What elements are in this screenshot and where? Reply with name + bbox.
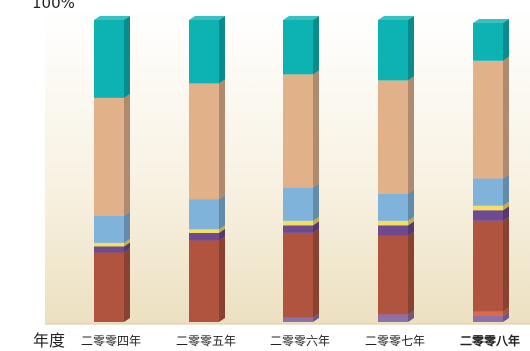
bar-segment-side [408, 231, 414, 315]
bar-segment-side [408, 221, 414, 236]
bar-segment [283, 220, 313, 226]
bar-stack [378, 16, 414, 322]
x-tick-label: 二零零八年 [460, 333, 520, 348]
bar-segment-side [408, 216, 414, 226]
bar-segment [283, 74, 313, 188]
bar-top-cap [283, 16, 319, 20]
bar-segment [189, 240, 219, 322]
bar-segment [283, 232, 313, 318]
bar-segment [94, 242, 124, 247]
x-tick-label: 二零零六年 [270, 334, 330, 348]
x-tick-label: 二零零五年 [176, 334, 236, 348]
bar-segment [473, 210, 503, 221]
bar-segment-side [219, 195, 225, 230]
bar-segment [189, 232, 219, 241]
bar-segment-side [503, 19, 509, 61]
bar-segment-side [219, 228, 225, 241]
bar-segment [378, 225, 408, 236]
bar-segment-side [313, 183, 319, 221]
bar-segment [94, 20, 124, 98]
bar-segment [283, 187, 313, 221]
bar-stack [94, 16, 130, 322]
bar-segment-side [219, 79, 225, 200]
bar-segment-side [503, 311, 509, 322]
bar-segment [189, 199, 219, 230]
y-axis-max-label: 100% [32, 0, 75, 12]
bar-segment [473, 205, 503, 211]
bar-segment [378, 220, 408, 226]
bar-stack [473, 19, 509, 322]
bar-segment-side [124, 242, 130, 253]
bar-segment-side [503, 216, 509, 312]
bar-segment [378, 80, 408, 194]
x-axis-title: 年度 [33, 331, 65, 350]
bar-segment-side [503, 174, 509, 206]
bar-segment-side [124, 238, 130, 247]
bar-segment-side [124, 93, 130, 216]
x-tick-label: 二零零四年 [81, 334, 141, 348]
bar-segment [378, 193, 408, 221]
bar-segment-side [219, 16, 225, 84]
bar-segment-side [313, 16, 319, 75]
bar-segment [189, 83, 219, 200]
bar-segment-side [503, 56, 509, 179]
bar-segment [473, 315, 503, 322]
bar-segment [473, 23, 503, 61]
bar-segment-side [408, 16, 414, 81]
bar-segment-side [503, 201, 509, 211]
bar-segment-side [124, 16, 130, 98]
bar-top-cap [189, 16, 225, 20]
bar-top-cap [94, 16, 130, 20]
bar-segment-side [408, 189, 414, 221]
bar-segment-side [313, 313, 319, 322]
bar-segment [189, 229, 219, 233]
bar-segment [94, 97, 124, 216]
bar-segment-side [219, 225, 225, 233]
bar-segment-side [408, 76, 414, 194]
bar-segment-side [313, 216, 319, 226]
bar-segment [473, 311, 503, 316]
bar-segment-side [219, 236, 225, 322]
bars-layer [94, 16, 509, 322]
bar-segment [94, 252, 124, 322]
bar-segment [94, 246, 124, 253]
bar-segment [189, 20, 219, 84]
bar-segment-side [503, 307, 509, 316]
bar-segment-side [408, 310, 414, 322]
bar-segment [378, 314, 408, 322]
bar-segment-side [313, 221, 319, 233]
x-tick-labels: 二零零四年 二零零五年 二零零六年 二零零七年 二零零八年 [81, 333, 520, 348]
bar-segment [283, 225, 313, 233]
bar-segment [283, 317, 313, 322]
bar-segment [473, 220, 503, 312]
bar-segment [473, 60, 503, 179]
bar-stack [189, 16, 225, 322]
x-tick-label: 二零零七年 [365, 334, 425, 348]
bar-segment-side [313, 70, 319, 188]
bar-stack [283, 16, 319, 322]
bar-segment [94, 215, 124, 243]
bar-top-cap [473, 19, 509, 24]
bar-segment [378, 20, 408, 81]
bar-segment-side [124, 248, 130, 322]
bar-segment-side [503, 206, 509, 221]
bar-segment [473, 178, 503, 206]
bar-segment [283, 20, 313, 75]
bar-segment [378, 235, 408, 315]
bar-segment-side [313, 228, 319, 318]
bar-segment-side [124, 211, 130, 243]
bar-top-cap [378, 16, 414, 20]
